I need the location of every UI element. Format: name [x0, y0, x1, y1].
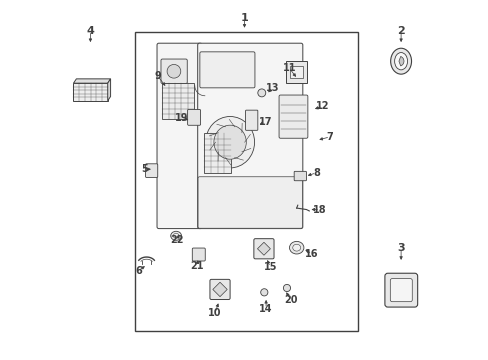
- FancyBboxPatch shape: [192, 248, 205, 261]
- Bar: [162, 83, 194, 119]
- Text: 6: 6: [135, 266, 142, 276]
- Polygon shape: [212, 282, 227, 297]
- Ellipse shape: [167, 64, 181, 78]
- FancyBboxPatch shape: [389, 279, 411, 302]
- Text: 15: 15: [263, 262, 277, 272]
- Ellipse shape: [170, 231, 181, 240]
- FancyBboxPatch shape: [161, 59, 187, 84]
- Bar: [204, 133, 231, 173]
- Ellipse shape: [394, 53, 407, 70]
- Polygon shape: [285, 61, 307, 83]
- Text: 5: 5: [141, 164, 147, 174]
- Text: 19: 19: [174, 113, 188, 123]
- Text: 1: 1: [240, 13, 248, 23]
- FancyBboxPatch shape: [209, 279, 230, 300]
- FancyBboxPatch shape: [253, 239, 273, 259]
- Text: 16: 16: [305, 249, 318, 259]
- Polygon shape: [73, 79, 110, 83]
- Text: 4: 4: [86, 26, 94, 36]
- Bar: [73, 83, 107, 101]
- FancyBboxPatch shape: [197, 43, 302, 229]
- FancyBboxPatch shape: [198, 177, 302, 228]
- FancyBboxPatch shape: [157, 43, 202, 229]
- Ellipse shape: [213, 125, 246, 159]
- Text: 18: 18: [313, 204, 326, 215]
- FancyBboxPatch shape: [384, 273, 417, 307]
- Text: 21: 21: [190, 261, 203, 271]
- Text: 8: 8: [312, 168, 319, 178]
- Bar: [134, 32, 357, 331]
- FancyBboxPatch shape: [145, 164, 158, 177]
- Text: 10: 10: [208, 308, 221, 318]
- Text: 13: 13: [265, 83, 279, 93]
- Ellipse shape: [292, 244, 300, 251]
- Ellipse shape: [283, 284, 290, 292]
- Polygon shape: [290, 66, 303, 78]
- Ellipse shape: [173, 234, 179, 238]
- FancyBboxPatch shape: [200, 52, 254, 88]
- Text: 12: 12: [316, 101, 329, 111]
- Polygon shape: [257, 242, 270, 255]
- Text: 17: 17: [258, 117, 272, 127]
- Text: 20: 20: [283, 294, 297, 305]
- Ellipse shape: [289, 242, 303, 254]
- Text: 14: 14: [259, 304, 272, 314]
- FancyBboxPatch shape: [187, 109, 200, 125]
- Ellipse shape: [205, 117, 254, 168]
- FancyBboxPatch shape: [279, 95, 307, 138]
- Ellipse shape: [260, 289, 267, 296]
- Ellipse shape: [257, 89, 265, 97]
- Text: 2: 2: [396, 26, 404, 36]
- Text: 3: 3: [396, 243, 404, 253]
- Text: 7: 7: [326, 132, 333, 142]
- Wedge shape: [398, 57, 403, 66]
- Text: 11: 11: [282, 63, 296, 73]
- Text: 22: 22: [170, 235, 183, 246]
- FancyBboxPatch shape: [294, 171, 306, 181]
- FancyBboxPatch shape: [245, 110, 257, 130]
- Text: 9: 9: [154, 71, 161, 81]
- Polygon shape: [107, 79, 110, 101]
- Ellipse shape: [390, 48, 411, 74]
